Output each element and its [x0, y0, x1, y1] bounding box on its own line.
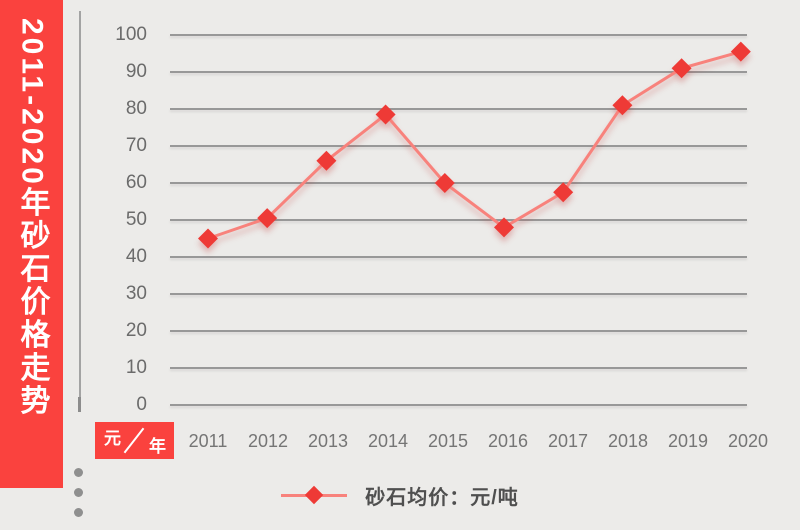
y-tick-label: 100 [115, 24, 147, 45]
data-point-marker [198, 228, 218, 249]
x-tick-label: 2013 [307, 431, 349, 451]
unit-numerator: 元 [104, 429, 121, 448]
data-point-marker [375, 104, 396, 125]
y-tick-label: 90 [125, 61, 147, 82]
decor-dots [74, 468, 83, 517]
y-tick-label: 70 [125, 135, 147, 156]
series-gravel-price [198, 41, 751, 249]
x-tick-label: 2014 [367, 431, 409, 451]
data-point-marker [612, 95, 633, 116]
y-tick-label: 0 [136, 394, 147, 415]
legend-diamond-icon [305, 485, 324, 505]
title-banner: 2011-2020年砂石价格走势 [0, 0, 63, 488]
x-tick-label: 2012 [247, 431, 289, 451]
legend-line-icon [281, 485, 348, 505]
decor-dot-icon [74, 468, 83, 477]
y-tick-label: 20 [125, 320, 147, 341]
data-point-marker [434, 173, 455, 193]
data-point-marker [730, 41, 751, 62]
x-tick-label: 2011 [188, 431, 228, 451]
decor-dot-icon [74, 508, 83, 517]
vertical-divider [79, 11, 81, 398]
unit-denominator: 年 [149, 437, 166, 456]
x-tick-label: 2018 [607, 431, 649, 451]
y-tick-label: 40 [125, 246, 147, 267]
vertical-divider-cap [78, 397, 81, 412]
slash-icon [123, 427, 145, 454]
x-tick-label: 2019 [667, 431, 709, 451]
page-title: 2011-2020年砂石价格走势 [15, 18, 49, 418]
series-line [207, 50, 742, 240]
x-tick-label: 2020 [727, 431, 769, 451]
x-tick-label: 2016 [487, 431, 529, 451]
y-tick-label: 10 [125, 357, 147, 378]
data-point-marker [671, 58, 692, 79]
data-point-marker [553, 182, 574, 203]
y-tick-label: 50 [125, 209, 147, 230]
y-tick-label: 80 [125, 98, 147, 119]
y-tick-label: 60 [125, 172, 147, 193]
data-point-marker [494, 217, 514, 238]
decor-dot-icon [74, 488, 83, 497]
data-point-marker [257, 208, 278, 229]
y-tick-label: 30 [125, 283, 147, 304]
chart-legend: 砂石均价：元/吨 [0, 481, 800, 509]
x-tick-label: 2017 [547, 431, 589, 451]
gridlines [170, 34, 747, 406]
legend-label: 砂石均价：元/吨 [365, 486, 519, 509]
data-point-marker [316, 150, 337, 171]
axis-unit-badge: 元 年 [95, 422, 174, 459]
x-tick-label: 2015 [427, 431, 469, 451]
